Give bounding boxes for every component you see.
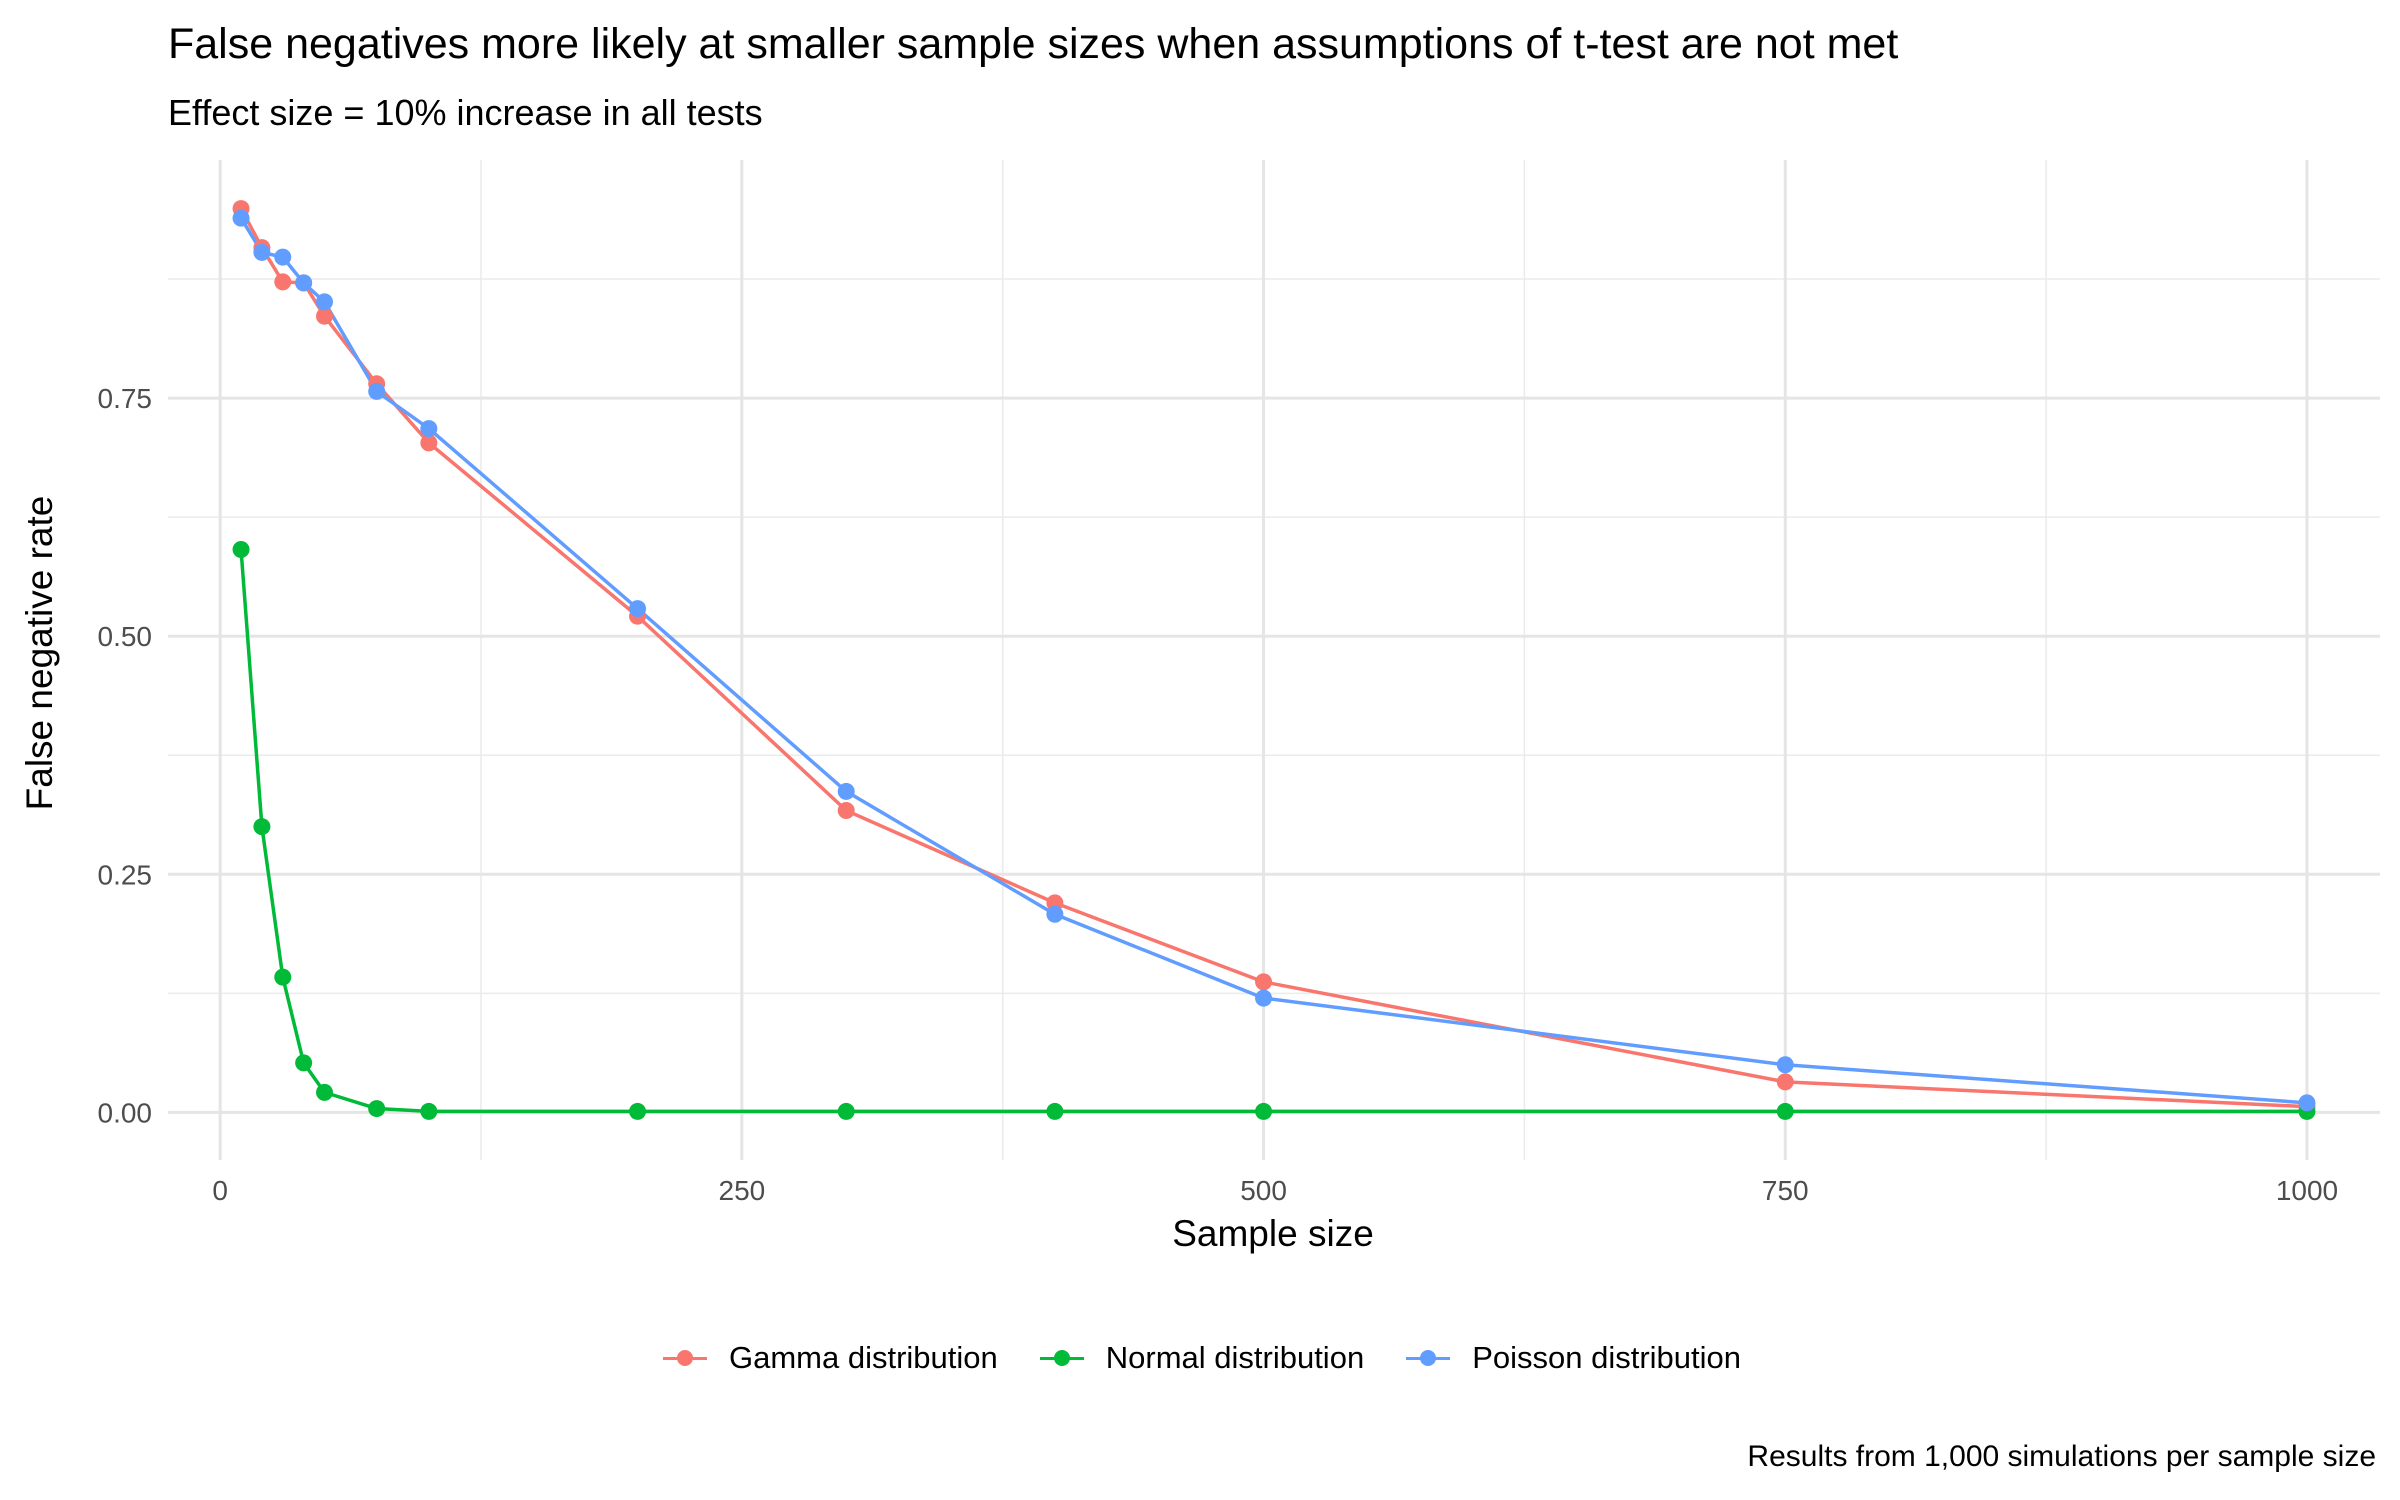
chart-title: False negatives more likely at smaller s… <box>168 20 1899 68</box>
series-2-point <box>295 274 313 292</box>
series-line-2 <box>239 217 2308 1105</box>
series-2-point <box>274 248 292 266</box>
legend-key <box>659 1343 711 1373</box>
legend-label: Gamma distribution <box>728 1340 998 1375</box>
legend-label: Poisson distribution <box>1472 1340 1742 1375</box>
grid-lines <box>168 160 2380 1160</box>
y-tick-label: 0.00 <box>98 1097 153 1128</box>
series-2-point <box>368 382 386 400</box>
series-2-point <box>1046 905 1064 923</box>
x-tick-label: 250 <box>719 1175 766 1206</box>
legend-key <box>1402 1343 1454 1373</box>
line-chart: 0 250 500 750 1000 0.00 0.25 0.50 0.75 Sample si… <box>19 160 2380 1254</box>
series-2-point <box>837 782 855 800</box>
legend-item: Gamma distribution <box>659 1340 998 1376</box>
legend-item: Poisson distribution <box>1402 1340 1741 1376</box>
series-0-point <box>316 307 334 325</box>
x-tick-label: 500 <box>1240 1175 1287 1206</box>
series-1-point <box>295 1054 313 1072</box>
series-2-point <box>629 600 647 618</box>
y-axis-title: False negative rate <box>19 496 60 811</box>
series-2-point <box>420 420 438 438</box>
y-tick-label: 0.25 <box>98 859 153 890</box>
series-line-0 <box>239 207 2308 1109</box>
series-0-point <box>1776 1073 1794 1091</box>
x-tick-label: 1000 <box>2276 1175 2338 1206</box>
series-1-point <box>274 968 292 986</box>
series-2-point <box>316 293 334 311</box>
y-tick-label: 0.75 <box>98 383 153 414</box>
series-points <box>232 200 2316 1120</box>
series-1-point <box>253 818 271 836</box>
series-1-point <box>316 1083 334 1101</box>
legend-key <box>1036 1343 1088 1373</box>
legend: Gamma distribution Normal distribution Poi… <box>0 1340 2400 1376</box>
series-1-point <box>368 1100 386 1118</box>
legend-item: Normal distribution <box>1036 1340 1364 1376</box>
series-lines <box>239 207 2308 1114</box>
series-1-point <box>232 541 250 559</box>
series-line-1 <box>239 549 2307 1114</box>
series-1-point <box>420 1102 438 1120</box>
legend-label: Normal distribution <box>1105 1340 1365 1375</box>
series-1-point <box>837 1102 855 1120</box>
series-2-point <box>1776 1056 1794 1074</box>
series-1-point <box>1046 1102 1064 1120</box>
series-0-point <box>420 434 438 452</box>
y-tick-label: 0.50 <box>98 621 153 652</box>
series-0-point <box>837 801 855 819</box>
tick-labels: 0 250 500 750 1000 0.00 0.25 0.50 0.75 <box>98 383 2339 1206</box>
series-0-point <box>1255 973 1273 991</box>
series-1-point <box>1776 1102 1794 1120</box>
series-2-point <box>1255 989 1273 1007</box>
x-tick-label: 750 <box>1762 1175 1809 1206</box>
series-2-point <box>253 243 271 261</box>
x-axis-title: Sample size <box>1172 1213 1374 1254</box>
series-2-point <box>232 209 250 227</box>
series-2-point <box>2298 1094 2316 1112</box>
series-1-point <box>629 1102 647 1120</box>
chart-subtitle: Effect size = 10% increase in all tests <box>168 92 763 133</box>
series-0-point <box>274 273 292 291</box>
x-tick-label: 0 <box>212 1175 228 1206</box>
chart-caption: Results from 1,000 simulations per sampl… <box>1747 1440 2376 1473</box>
series-1-point <box>1255 1102 1273 1120</box>
